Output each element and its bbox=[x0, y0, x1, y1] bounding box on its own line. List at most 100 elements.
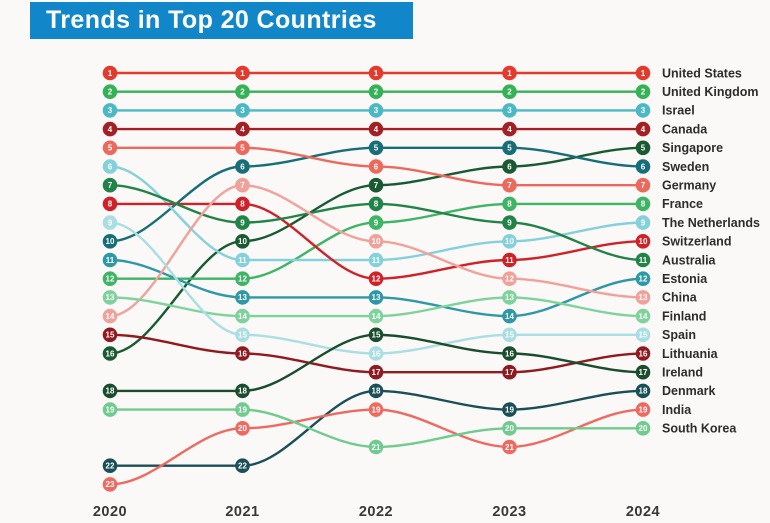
rank-node-australia-2021 bbox=[235, 215, 250, 230]
rank-node-united-states-2022 bbox=[368, 65, 384, 81]
rank-number-france-2021: 12 bbox=[238, 275, 247, 284]
rank-node-lithuania-2021 bbox=[235, 346, 250, 361]
rank-node-united-kingdom-2023 bbox=[502, 84, 517, 99]
rank-node-united-kingdom-2024 bbox=[635, 84, 651, 99]
rank-node-india-2023 bbox=[502, 439, 517, 455]
rank-number-the-netherlands-2023: 10 bbox=[505, 237, 514, 246]
rank-number-sweden-2021: 6 bbox=[240, 162, 245, 171]
rank-node-singapore-2022 bbox=[368, 177, 384, 193]
country-label-estonia: Estonia bbox=[662, 272, 708, 286]
rank-number-australia-2024: 11 bbox=[639, 256, 648, 265]
rank-node-united-states-2021 bbox=[235, 65, 250, 81]
rank-node-united-states-2020 bbox=[102, 65, 118, 81]
rank-node-sweden-2020 bbox=[102, 234, 118, 249]
rank-node-israel-2021 bbox=[235, 103, 250, 118]
rank-number-south-korea-2020: 19 bbox=[106, 405, 115, 414]
rank-number-china-2022: 10 bbox=[372, 237, 381, 246]
rank-node-india-2021 bbox=[235, 421, 250, 436]
rank-node-australia-2023 bbox=[502, 215, 517, 230]
rank-node-france-2021 bbox=[235, 271, 250, 287]
rank-number-switzerland-2020: 8 bbox=[108, 200, 113, 209]
series-line-singapore bbox=[109, 146, 644, 355]
rank-number-israel-2022: 3 bbox=[374, 106, 379, 115]
rank-number-australia-2020: 7 bbox=[108, 181, 113, 190]
rank-node-germany-2021 bbox=[235, 140, 250, 156]
rank-number-australia-2022: 8 bbox=[374, 200, 379, 209]
rank-number-germany-2020: 5 bbox=[108, 144, 113, 153]
series-line-china bbox=[109, 183, 644, 318]
rank-node-estonia-2022 bbox=[368, 290, 384, 305]
rank-number-israel-2024: 3 bbox=[641, 106, 646, 115]
rank-number-france-2022: 9 bbox=[374, 218, 379, 227]
rank-node-switzerland-2021 bbox=[235, 196, 250, 212]
rank-number-united-states-2020: 1 bbox=[108, 69, 113, 78]
rank-number-germany-2021: 5 bbox=[240, 144, 245, 153]
rank-node-lithuania-2022 bbox=[368, 364, 384, 380]
rank-node-the-netherlands-2020 bbox=[102, 159, 118, 174]
rank-number-estonia-2022: 13 bbox=[372, 293, 381, 302]
rank-number-spain-2024: 15 bbox=[639, 331, 648, 340]
rank-number-canada-2021: 4 bbox=[240, 125, 245, 134]
rank-number-sweden-2024: 6 bbox=[641, 162, 646, 171]
rank-node-germany-2023 bbox=[502, 177, 517, 193]
rank-number-singapore-2023: 6 bbox=[507, 162, 512, 171]
rank-node-united-states-2023 bbox=[502, 65, 517, 81]
rank-number-united-kingdom-2022: 2 bbox=[374, 88, 379, 97]
rank-node-france-2024 bbox=[635, 196, 651, 212]
rank-number-switzerland-2022: 12 bbox=[372, 275, 381, 284]
country-label-south-korea: South Korea bbox=[662, 422, 737, 436]
country-label-the-netherlands: The Netherlands bbox=[662, 216, 760, 230]
rank-number-israel-2023: 3 bbox=[507, 106, 512, 115]
rank-node-spain-2024 bbox=[635, 327, 651, 343]
rank-node-spain-2022 bbox=[368, 346, 384, 361]
rank-node-the-netherlands-2021 bbox=[235, 252, 250, 268]
rank-number-ireland-2023: 16 bbox=[505, 349, 514, 358]
rank-number-france-2023: 8 bbox=[507, 200, 512, 209]
rank-node-israel-2020 bbox=[102, 103, 118, 118]
rank-number-united-states-2023: 1 bbox=[507, 69, 512, 78]
rank-node-finland-2021 bbox=[235, 308, 250, 324]
rank-node-ireland-2023 bbox=[502, 346, 517, 361]
rank-number-estonia-2021: 13 bbox=[238, 293, 247, 302]
rank-number-south-korea-2023: 20 bbox=[505, 424, 514, 433]
rank-number-finland-2023: 13 bbox=[505, 293, 514, 302]
rank-number-france-2020: 12 bbox=[106, 275, 115, 284]
country-label-denmark: Denmark bbox=[662, 384, 716, 398]
rank-node-germany-2024 bbox=[635, 177, 651, 193]
rank-number-united-kingdom-2023: 2 bbox=[507, 88, 512, 97]
rank-node-the-netherlands-2023 bbox=[502, 234, 517, 249]
rank-number-israel-2020: 3 bbox=[108, 106, 113, 115]
rank-node-denmark-2020 bbox=[102, 458, 118, 474]
rank-number-germany-2024: 7 bbox=[641, 181, 646, 190]
rank-node-spain-2023 bbox=[502, 327, 517, 343]
rank-number-lithuania-2021: 16 bbox=[238, 349, 247, 358]
rank-number-lithuania-2022: 17 bbox=[372, 368, 381, 377]
rank-node-the-netherlands-2024 bbox=[635, 215, 651, 230]
rank-node-canada-2021 bbox=[235, 121, 250, 137]
rank-number-south-korea-2022: 21 bbox=[372, 443, 381, 452]
rank-number-china-2020: 14 bbox=[106, 312, 115, 321]
rank-number-united-kingdom-2024: 2 bbox=[641, 88, 646, 97]
rank-node-south-korea-2022 bbox=[368, 439, 384, 455]
rank-number-switzerland-2021: 8 bbox=[240, 200, 245, 209]
rank-number-united-states-2021: 1 bbox=[240, 69, 245, 78]
rank-node-ireland-2020 bbox=[102, 383, 118, 399]
country-label-sweden: Sweden bbox=[662, 160, 709, 174]
rank-number-germany-2022: 6 bbox=[374, 162, 379, 171]
rank-node-denmark-2024 bbox=[635, 383, 651, 399]
rank-number-united-states-2024: 1 bbox=[641, 69, 646, 78]
rank-node-finland-2020 bbox=[102, 290, 118, 305]
rank-number-lithuania-2023: 17 bbox=[505, 368, 514, 377]
year-label-2020: 2020 bbox=[93, 504, 127, 520]
rank-node-china-2024 bbox=[635, 290, 651, 305]
rank-node-united-kingdom-2022 bbox=[368, 84, 384, 99]
rank-node-switzerland-2020 bbox=[102, 196, 118, 212]
rank-node-denmark-2023 bbox=[502, 402, 517, 417]
rank-node-lithuania-2020 bbox=[102, 327, 118, 343]
rank-node-india-2022 bbox=[368, 402, 384, 417]
rank-node-estonia-2020 bbox=[102, 252, 118, 268]
rank-number-india-2022: 19 bbox=[372, 405, 381, 414]
rank-number-singapore-2024: 5 bbox=[641, 144, 646, 153]
rank-node-estonia-2023 bbox=[502, 308, 517, 324]
rank-number-denmark-2021: 22 bbox=[238, 462, 247, 471]
